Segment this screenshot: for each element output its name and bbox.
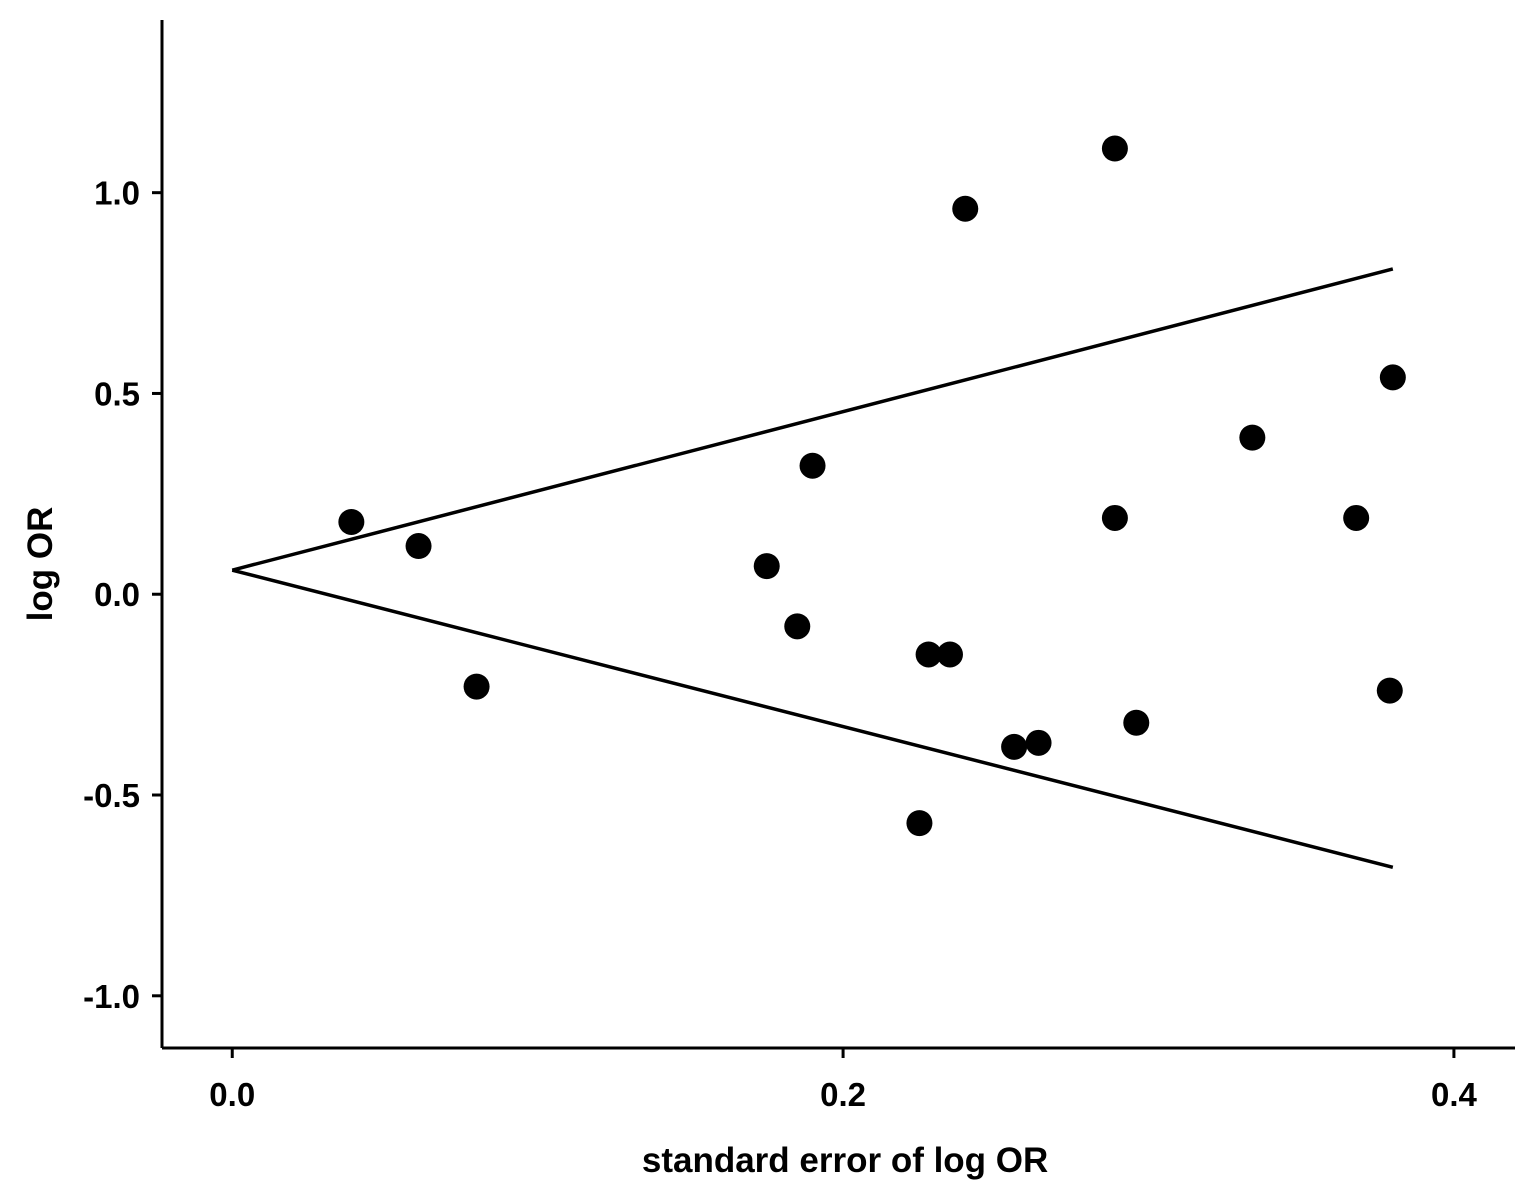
data-point [1239,424,1266,451]
data-point [405,533,432,560]
y-tick-label: -0.5 [83,777,140,814]
data-point [338,508,365,535]
funnel-upper-line [231,267,1394,572]
data-point [1025,729,1052,756]
data-point [1001,733,1028,760]
data-point [463,673,490,700]
x-tick-label: 0.0 [209,1076,255,1113]
y-axis-title: log OR [21,507,60,622]
data-point [906,810,933,837]
y-tick-label: -1.0 [83,978,140,1015]
y-tick-label: 1.0 [94,175,140,212]
y-axis-ticks: -1.0 -0.5 0.0 0.5 1.0 [83,175,162,1015]
data-point [799,452,826,479]
x-axis-title: standard error of log OR [642,1141,1048,1180]
data-point [1379,364,1406,391]
funnel-lower-line [231,568,1394,869]
data-point [915,641,942,668]
plot-area [231,135,1406,869]
x-axis-ticks: 0.0 0.2 0.4 [209,1048,1478,1113]
data-point [784,613,811,640]
data-point [1101,135,1128,162]
data-point [952,195,979,222]
data-point [1123,709,1150,736]
data-point [1101,504,1128,531]
data-point [1376,677,1403,704]
data-point [1343,504,1370,531]
data-point [936,641,963,668]
y-tick-label: 0.5 [94,375,140,412]
data-point [753,553,780,580]
x-tick-label: 0.4 [1431,1076,1478,1113]
y-tick-label: 0.0 [94,576,140,613]
x-tick-label: 0.2 [820,1076,866,1113]
